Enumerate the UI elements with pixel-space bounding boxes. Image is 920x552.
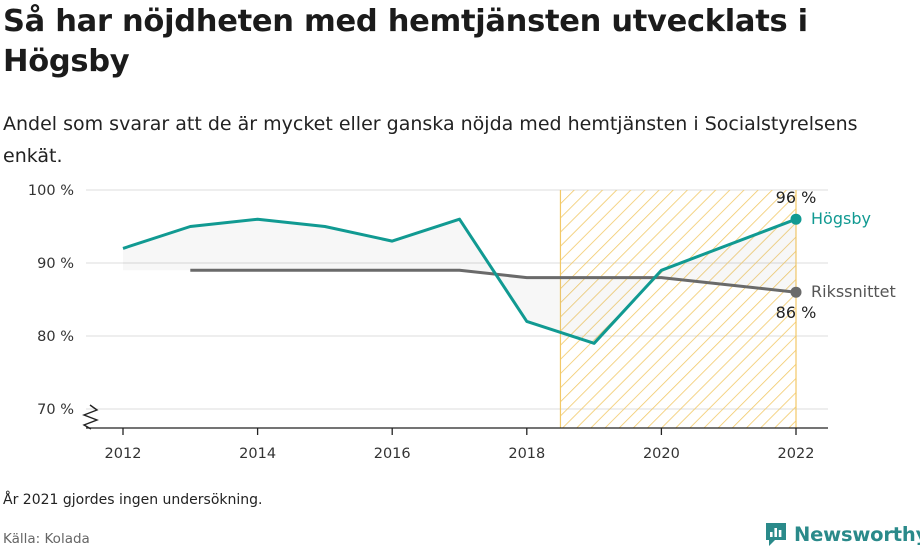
chart-note: År 2021 gjordes ingen undersökning.: [3, 492, 263, 508]
label-layer: Högsby Rikssnittet 96 % 86 %: [776, 188, 896, 322]
y-tick-label: 70 %: [37, 402, 74, 418]
series-end-point: [790, 286, 802, 298]
y-tick-label: 80 %: [37, 329, 74, 345]
axis-break-mark: [82, 404, 99, 430]
source-text: Källa: Kolada: [3, 531, 90, 547]
gap-fill-layer: [123, 219, 796, 344]
x-tick-label: 2022: [778, 446, 815, 462]
highlight-band: [560, 190, 796, 428]
newsworthy-logo-icon: [766, 523, 786, 546]
x-tick-label: 2016: [374, 446, 411, 462]
y-tick-label: 90 %: [37, 256, 74, 272]
series-gap-fill: [123, 219, 796, 344]
data-label-hogsby: 96 %: [776, 188, 817, 207]
y-tick-label: 100 %: [28, 183, 74, 199]
series-layer: [122, 213, 802, 345]
chart-subtitle: Andel som svarar att de är mycket eller …: [3, 113, 858, 167]
x-tick-label: 2014: [239, 446, 276, 462]
axis-layer: 70 % 80 % 90 % 100 % 2012 2014 2016 2018 2020 202…: [28, 183, 828, 462]
series-label-hogsby: Högsby: [811, 209, 871, 228]
highlight-band-layer: [559, 190, 797, 428]
series-label-rikssnittet: Rikssnittet: [811, 282, 896, 301]
data-label-rikssnittet: 86 %: [776, 303, 817, 322]
series-line-högsby: [122, 217, 797, 345]
series-end-point: [790, 213, 802, 225]
chart-title: Så har nöjdheten med hemtjänsten utveckl…: [3, 4, 808, 79]
brand-name: Newsworthy: [794, 522, 920, 546]
x-tick-label: 2012: [105, 446, 142, 462]
x-tick-label: 2018: [508, 446, 545, 462]
x-tick-label: 2020: [643, 446, 680, 462]
series-line-rikssnittet: [190, 268, 797, 294]
brand-logo[interactable]: Newsworthy: [764, 519, 920, 549]
